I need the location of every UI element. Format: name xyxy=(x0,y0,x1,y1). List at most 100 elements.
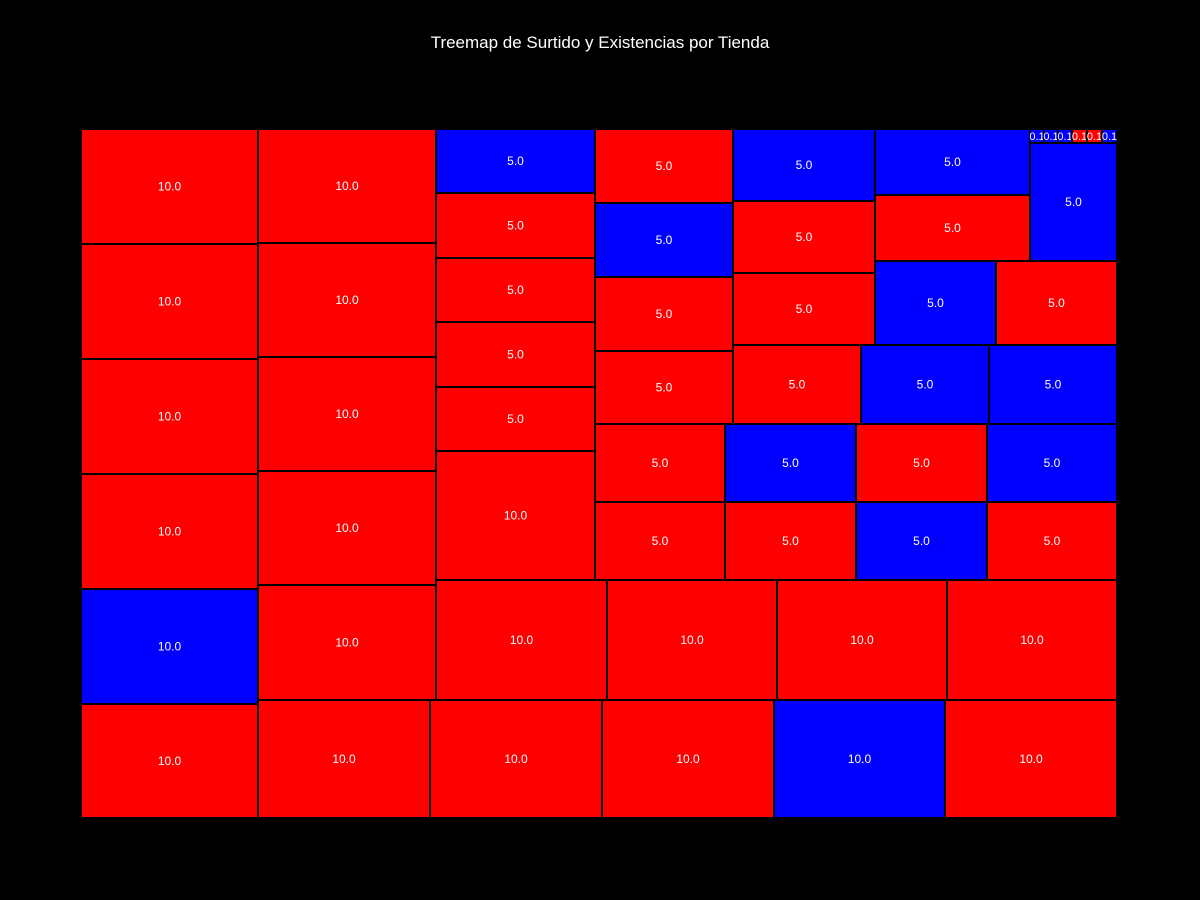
treemap-tile-label: 10.0 xyxy=(680,633,704,647)
treemap-tile-rect xyxy=(606,579,778,701)
treemap-tile-rect xyxy=(732,272,876,346)
treemap-tile-label: 5.0 xyxy=(796,302,813,316)
treemap-tile-label: 5.0 xyxy=(507,154,524,168)
treemap-tile-label: 10.0 xyxy=(1019,752,1043,766)
treemap-tile-label: 5.0 xyxy=(1065,195,1082,209)
treemap-tile: 0.1 xyxy=(1071,128,1088,144)
treemap-tile-label: 5.0 xyxy=(652,456,669,470)
treemap-tile-label: 5.0 xyxy=(944,155,961,169)
treemap-tile: 5.0 xyxy=(995,260,1118,346)
treemap-tile-label: 5.0 xyxy=(913,534,930,548)
treemap-tile-rect xyxy=(435,192,596,259)
treemap-tile-rect xyxy=(429,699,603,819)
treemap-tile-label: 10.0 xyxy=(335,636,359,650)
treemap-tile: 10.0 xyxy=(80,588,259,705)
treemap-tile-label: 5.0 xyxy=(507,283,524,297)
treemap-tile-label: 10.0 xyxy=(332,752,356,766)
treemap-tile-label: 10.0 xyxy=(158,295,182,309)
treemap-tile-rect xyxy=(1101,128,1118,144)
treemap-tile-rect xyxy=(732,128,876,202)
treemap-tile-label: 0.1 xyxy=(1029,131,1044,143)
treemap-tile-label: 10.0 xyxy=(158,180,182,194)
treemap-tile: 10.0 xyxy=(257,128,437,244)
treemap-tile-rect xyxy=(594,423,726,503)
treemap-tile-label: 0.1 xyxy=(1072,131,1087,143)
treemap-tile: 5.0 xyxy=(732,272,876,346)
treemap-tile: 0.1 xyxy=(1057,128,1073,144)
treemap-tile-label: 5.0 xyxy=(796,158,813,172)
treemap-tile: 5.0 xyxy=(594,501,726,581)
treemap-tile-rect xyxy=(257,699,431,819)
treemap-tile-rect xyxy=(773,699,946,819)
treemap-tile-rect xyxy=(257,242,437,358)
treemap-tile: 5.0 xyxy=(855,501,988,581)
treemap-tile-label: 10.0 xyxy=(510,633,534,647)
treemap-tile-rect xyxy=(601,699,775,819)
treemap-tile: 5.0 xyxy=(435,321,596,388)
treemap-tile: 10.0 xyxy=(257,242,437,358)
treemap-tile-rect xyxy=(80,703,259,819)
treemap-tile-rect xyxy=(257,128,437,244)
treemap-tile: 10.0 xyxy=(946,579,1118,701)
treemap-tile: 10.0 xyxy=(776,579,948,701)
treemap-tile-rect xyxy=(995,260,1118,346)
treemap-tile: 10.0 xyxy=(80,703,259,819)
treemap-tile-rect xyxy=(1029,142,1118,262)
treemap-tile-rect xyxy=(257,584,437,701)
treemap-tile: 10.0 xyxy=(435,450,596,581)
treemap-tile-label: 10.0 xyxy=(676,752,700,766)
treemap-tile-rect xyxy=(257,356,437,472)
treemap-tile-label: 10.0 xyxy=(158,754,182,768)
treemap-tile-label: 10.0 xyxy=(158,410,182,424)
treemap-tile-rect xyxy=(874,260,997,346)
treemap-tile-rect xyxy=(80,588,259,705)
treemap-tile-rect xyxy=(986,501,1118,581)
treemap-tile: 10.0 xyxy=(80,358,259,475)
treemap-tile-label: 5.0 xyxy=(782,534,799,548)
treemap-tile: 5.0 xyxy=(435,386,596,452)
treemap-tile: 5.0 xyxy=(724,423,857,503)
treemap-tile: 5.0 xyxy=(986,423,1118,503)
treemap-tile-rect xyxy=(435,128,596,194)
treemap-tile-rect xyxy=(855,423,988,503)
treemap-tile-label: 5.0 xyxy=(1044,456,1061,470)
treemap-tile: 5.0 xyxy=(594,202,734,278)
treemap-tile: 10.0 xyxy=(601,699,775,819)
treemap-tile: 10.0 xyxy=(257,356,437,472)
treemap-tile-label: 5.0 xyxy=(507,348,524,362)
treemap-tile-label: 5.0 xyxy=(1045,378,1062,392)
treemap-tile-label: 5.0 xyxy=(1048,296,1065,310)
treemap-tile-label: 5.0 xyxy=(782,456,799,470)
treemap-tile: 0.1 xyxy=(1043,128,1059,144)
treemap-tile: 5.0 xyxy=(986,501,1118,581)
treemap-tile-rect xyxy=(594,202,734,278)
treemap-tile-label: 5.0 xyxy=(652,534,669,548)
treemap-tile-label: 10.0 xyxy=(848,752,872,766)
treemap-tile: 10.0 xyxy=(429,699,603,819)
treemap-tile: 10.0 xyxy=(80,243,259,360)
treemap-tile-label: 10.0 xyxy=(335,407,359,421)
treemap-tile: 5.0 xyxy=(732,128,876,202)
treemap-tile-label: 5.0 xyxy=(656,233,673,247)
treemap-tile: 10.0 xyxy=(944,699,1118,819)
treemap-tile-label: 5.0 xyxy=(913,456,930,470)
treemap-tile: 5.0 xyxy=(724,501,857,581)
treemap-tile: 0.1 xyxy=(1029,128,1045,144)
treemap-tile: 5.0 xyxy=(988,344,1118,425)
treemap-tile-label: 0.1 xyxy=(1087,131,1102,143)
treemap-tile-rect xyxy=(724,423,857,503)
treemap-tile-label: 10.0 xyxy=(504,752,528,766)
treemap-tile: 10.0 xyxy=(773,699,946,819)
treemap-tile-label: 5.0 xyxy=(927,296,944,310)
treemap-tile: 10.0 xyxy=(80,473,259,590)
treemap-tile: 5.0 xyxy=(435,128,596,194)
treemap-tile: 0.1 xyxy=(1101,128,1118,144)
treemap-tile-rect xyxy=(860,344,990,425)
treemap-tile-label: 5.0 xyxy=(944,221,961,235)
treemap-tile-rect xyxy=(946,579,1118,701)
treemap-tile: 5.0 xyxy=(435,257,596,323)
treemap-tile: 10.0 xyxy=(257,699,431,819)
treemap-tile: 5.0 xyxy=(874,128,1031,196)
treemap-tile-rect xyxy=(594,501,726,581)
treemap-tile: 5.0 xyxy=(594,423,726,503)
